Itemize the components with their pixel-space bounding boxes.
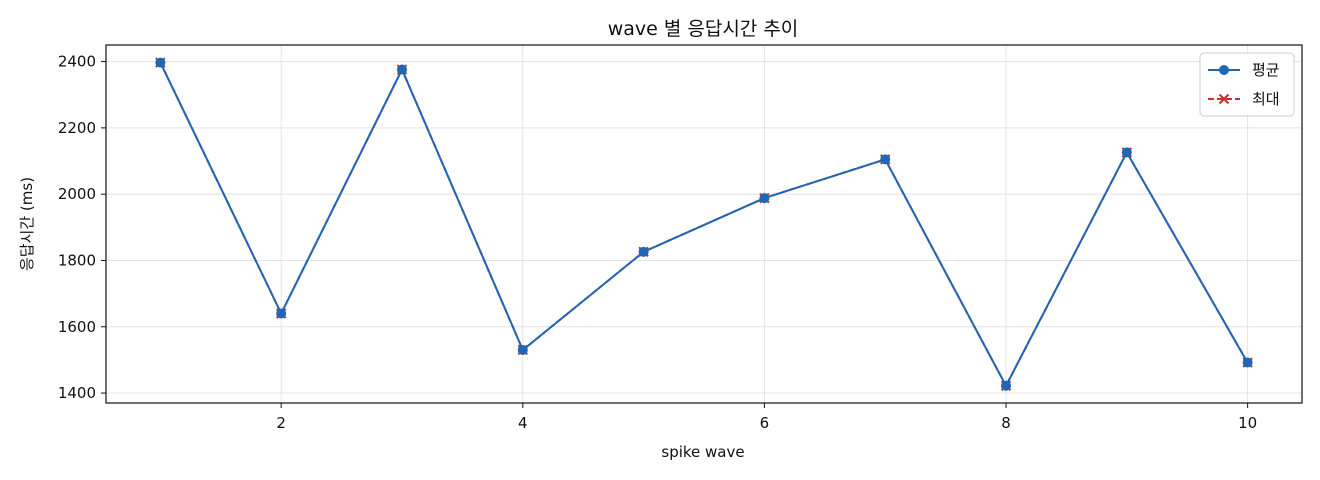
- x-tick-label: 6: [760, 414, 770, 432]
- data-point-mean: [759, 193, 770, 204]
- data-point-mean: [880, 154, 891, 165]
- x-tick-label: 2: [276, 414, 286, 432]
- data-point-mean: [1121, 147, 1132, 158]
- legend-marker-mean: [1219, 65, 1229, 75]
- x-tick-label: 10: [1238, 414, 1257, 432]
- axis-ticks: 2 4 6 8 10 1400 1600 1800 2000 2200 2400: [58, 53, 1257, 432]
- data-point-mean: [638, 246, 649, 257]
- legend-box: [1199, 52, 1295, 117]
- data-point-mean: [276, 308, 287, 319]
- x-tick-label: 8: [1001, 414, 1011, 432]
- data-point-mean: [155, 57, 166, 68]
- series: [155, 57, 1253, 391]
- data-point-mean: [1001, 380, 1012, 391]
- y-axis-label: 응답시간 (ms): [18, 177, 36, 271]
- series-line-mean: [159, 62, 1249, 388]
- data-point-mean: [396, 64, 407, 75]
- y-tick-label: 2400: [58, 53, 96, 71]
- legend-marker-max: [1218, 93, 1230, 105]
- chart-title: wave 별 응답시간 추이: [608, 18, 799, 40]
- y-tick-label: 2200: [58, 119, 96, 137]
- y-tick-label: 1800: [58, 251, 96, 269]
- y-tick-label: 2000: [58, 185, 96, 203]
- x-axis-label: spike wave: [661, 443, 744, 461]
- plot-area: [105, 44, 1303, 404]
- data-point-mean: [1242, 357, 1253, 368]
- y-tick-label: 1600: [58, 318, 96, 336]
- legend-label-mean: 평균: [1252, 61, 1280, 79]
- y-tick-label: 1400: [58, 384, 96, 402]
- legend: 평균 최대: [1199, 52, 1295, 117]
- legend-label-max: 최대: [1252, 90, 1280, 108]
- grid: [106, 45, 1302, 403]
- x-tick-label: 4: [518, 414, 528, 432]
- data-point-mean: [517, 344, 528, 355]
